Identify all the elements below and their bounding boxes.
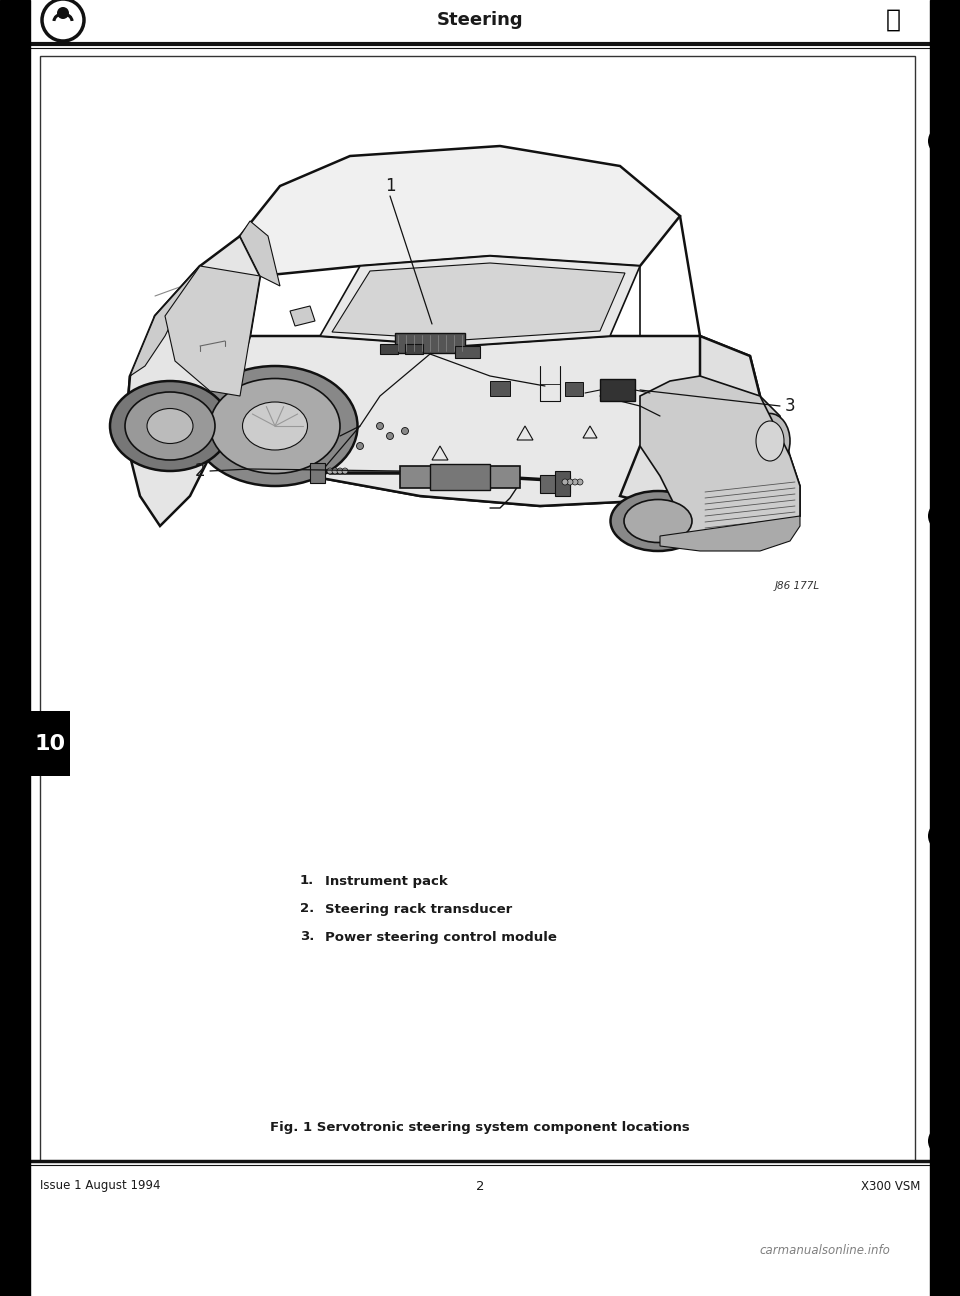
Circle shape: [327, 468, 333, 474]
Ellipse shape: [125, 391, 215, 460]
Bar: [0, 0, 30, 1296]
Text: 3.: 3.: [300, 931, 314, 943]
Bar: [600, 378, 635, 400]
Text: 3: 3: [784, 397, 795, 415]
Text: 2: 2: [195, 461, 205, 480]
Text: 2: 2: [476, 1179, 484, 1192]
Polygon shape: [620, 336, 760, 502]
Circle shape: [356, 442, 364, 450]
Polygon shape: [165, 266, 260, 397]
Polygon shape: [700, 456, 800, 540]
Polygon shape: [740, 397, 790, 496]
Bar: [430, 464, 490, 490]
Polygon shape: [660, 516, 800, 551]
Circle shape: [567, 480, 573, 485]
Polygon shape: [230, 336, 760, 505]
Text: Instrument pack: Instrument pack: [325, 875, 447, 888]
Polygon shape: [320, 257, 640, 346]
Circle shape: [337, 468, 343, 474]
Bar: [455, 346, 480, 358]
Circle shape: [928, 502, 958, 531]
Bar: [40, 56, 915, 1161]
Bar: [30, 712, 70, 776]
Text: carmanualsonline.info: carmanualsonline.info: [759, 1244, 890, 1257]
Circle shape: [572, 480, 578, 485]
Circle shape: [577, 480, 583, 485]
Ellipse shape: [624, 499, 692, 543]
Circle shape: [562, 480, 568, 485]
Ellipse shape: [110, 381, 230, 470]
Circle shape: [928, 1126, 958, 1156]
Text: Issue 1 August 1994: Issue 1 August 1994: [40, 1179, 160, 1192]
Ellipse shape: [756, 421, 784, 461]
Ellipse shape: [243, 402, 307, 450]
Polygon shape: [332, 263, 625, 340]
Bar: [30, 0, 930, 41]
Polygon shape: [640, 376, 800, 540]
Text: J86 177L: J86 177L: [775, 581, 820, 591]
Polygon shape: [240, 146, 680, 276]
Ellipse shape: [611, 491, 706, 551]
Bar: [555, 470, 570, 496]
Text: Power steering control module: Power steering control module: [325, 931, 557, 943]
Circle shape: [928, 126, 958, 156]
Bar: [490, 381, 510, 397]
Text: 1.: 1.: [300, 875, 314, 888]
Polygon shape: [240, 222, 280, 286]
Circle shape: [387, 433, 394, 439]
Polygon shape: [290, 306, 315, 327]
Ellipse shape: [210, 378, 340, 473]
Text: 2.: 2.: [300, 902, 314, 915]
Circle shape: [376, 422, 383, 429]
Ellipse shape: [193, 365, 357, 486]
Text: X300 VSM: X300 VSM: [860, 1179, 920, 1192]
Text: 1: 1: [385, 178, 396, 194]
Text: Steering rack transducer: Steering rack transducer: [325, 902, 513, 915]
Polygon shape: [125, 236, 260, 526]
Bar: [540, 476, 570, 492]
Polygon shape: [130, 266, 200, 376]
Circle shape: [332, 468, 338, 474]
Circle shape: [342, 468, 348, 474]
Circle shape: [401, 428, 409, 434]
Bar: [395, 333, 465, 353]
Bar: [930, 0, 960, 1296]
Bar: [405, 343, 423, 354]
Ellipse shape: [750, 413, 790, 468]
Bar: [400, 467, 520, 489]
Text: Fig. 1 Servotronic steering system component locations: Fig. 1 Servotronic steering system compo…: [270, 1121, 690, 1134]
Text: Steering: Steering: [437, 10, 523, 29]
Circle shape: [57, 6, 69, 19]
Circle shape: [928, 820, 958, 851]
Text: 🐆: 🐆: [885, 8, 900, 32]
Bar: [310, 463, 325, 483]
Ellipse shape: [147, 408, 193, 443]
Bar: [565, 382, 583, 397]
Text: 10: 10: [35, 734, 65, 754]
Bar: [380, 343, 398, 354]
